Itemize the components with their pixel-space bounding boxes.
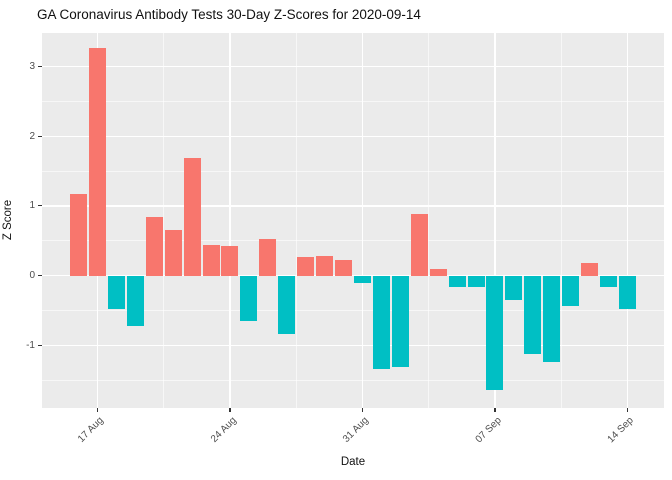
bar-2020-09-09 <box>524 275 542 355</box>
gridline-major-horizontal <box>42 344 664 346</box>
x-tick-mark <box>361 408 364 412</box>
gridline-minor-vertical <box>163 33 165 408</box>
bar-2020-08-17 <box>88 48 106 276</box>
y-tick-label: 3 <box>29 60 35 72</box>
x-tick-label: 07 Sep <box>473 415 504 446</box>
gridline-minor-horizontal <box>42 379 664 381</box>
gridline-major-horizontal <box>42 65 664 68</box>
bar-2020-09-12 <box>581 263 599 276</box>
bar-2020-09-06 <box>467 275 485 287</box>
bar-2020-08-18 <box>107 275 125 310</box>
gridline-minor-horizontal <box>42 100 664 102</box>
x-tick-label: 14 Sep <box>606 415 637 446</box>
gridline-minor-horizontal <box>42 240 664 242</box>
bar-2020-08-29 <box>316 256 334 276</box>
x-tick-mark <box>494 408 496 412</box>
bar-2020-08-31 <box>353 275 371 283</box>
gridline-major-vertical <box>229 33 231 408</box>
y-tick-label: -1 <box>26 339 35 351</box>
y-tick-mark <box>38 135 42 137</box>
bar-2020-09-10 <box>543 275 561 362</box>
y-tick-mark <box>38 205 42 207</box>
gridline-major-horizontal <box>42 135 664 137</box>
x-tick-mark <box>96 408 99 412</box>
bar-2020-08-24 <box>221 246 239 276</box>
y-tick-label: 0 <box>29 270 35 282</box>
x-axis-title: Date <box>340 456 366 468</box>
bar-2020-08-23 <box>202 244 220 276</box>
x-tick-mark <box>626 408 629 412</box>
y-axis-title: Z Score <box>2 199 14 241</box>
bar-2020-08-26 <box>259 239 277 276</box>
gridline-major-horizontal <box>42 205 664 207</box>
chart-title: GA Coronavirus Antibody Tests 30-Day Z-S… <box>37 7 421 22</box>
gridline-major-horizontal <box>42 274 664 277</box>
x-tick-label: 24 Aug <box>208 415 239 445</box>
bar-2020-09-13 <box>600 275 618 287</box>
gridline-minor-vertical <box>428 33 430 408</box>
gridline-minor-horizontal <box>42 310 664 311</box>
bar-2020-09-07 <box>486 275 504 390</box>
bar-2020-09-11 <box>562 275 580 306</box>
gridline-major-vertical <box>494 33 496 408</box>
x-tick-mark <box>229 408 231 412</box>
y-tick-label: 1 <box>29 200 35 212</box>
y-tick-mark <box>38 344 42 346</box>
bar-2020-09-03 <box>410 214 428 276</box>
bar-2020-09-01 <box>372 275 390 369</box>
bar-2020-09-02 <box>391 275 409 367</box>
bar-2020-08-30 <box>335 259 353 276</box>
bar-2020-09-08 <box>505 275 523 300</box>
bar-2020-08-28 <box>297 257 315 276</box>
gridline-minor-vertical <box>295 33 297 408</box>
gridline-minor-horizontal <box>42 170 664 172</box>
y-tick-mark <box>38 65 42 68</box>
bar-2020-08-20 <box>145 217 163 276</box>
y-tick-mark <box>38 274 42 277</box>
bar-2020-08-25 <box>240 275 258 321</box>
gridline-minor-vertical <box>560 33 562 408</box>
y-tick-label: 2 <box>29 130 35 142</box>
bar-2020-08-19 <box>126 275 144 326</box>
bar-2020-09-14 <box>618 275 636 310</box>
bar-2020-09-05 <box>448 275 466 287</box>
bar-2020-09-04 <box>429 268 447 276</box>
gridline-major-vertical <box>361 33 364 408</box>
bar-2020-08-21 <box>164 230 182 276</box>
x-tick-label: 17 Aug <box>76 415 107 445</box>
plot-panel <box>42 33 664 408</box>
bar-2020-08-27 <box>278 275 296 335</box>
bar-2020-08-22 <box>183 158 201 276</box>
gridline-major-vertical <box>626 33 629 408</box>
bar-2020-08-16 <box>70 194 87 276</box>
